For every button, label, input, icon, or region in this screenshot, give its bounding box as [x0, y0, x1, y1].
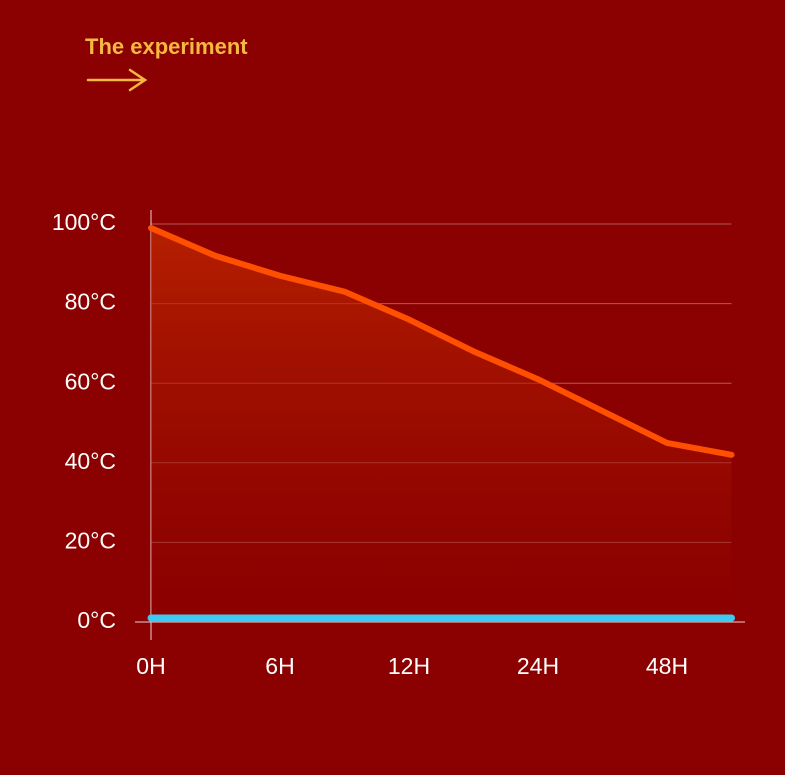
x-tick-label: 24H	[517, 653, 559, 679]
x-tick-label: 12H	[388, 653, 430, 679]
arrow-icon	[86, 68, 148, 92]
y-tick-label: 0°C	[77, 607, 116, 633]
x-tick-label: 0H	[136, 653, 165, 679]
series-line	[148, 224, 735, 458]
y-tick-label: 80°C	[65, 289, 116, 315]
x-tick-label: 48H	[646, 653, 688, 679]
y-tick-label: 100°C	[52, 209, 116, 235]
y-tick-label: 60°C	[65, 368, 116, 394]
y-tick-label: 20°C	[65, 527, 116, 553]
header-title: The experiment	[85, 34, 248, 59]
x-tick-label: 6H	[265, 653, 294, 679]
y-tick-label: 40°C	[65, 448, 116, 474]
area	[151, 227, 732, 623]
